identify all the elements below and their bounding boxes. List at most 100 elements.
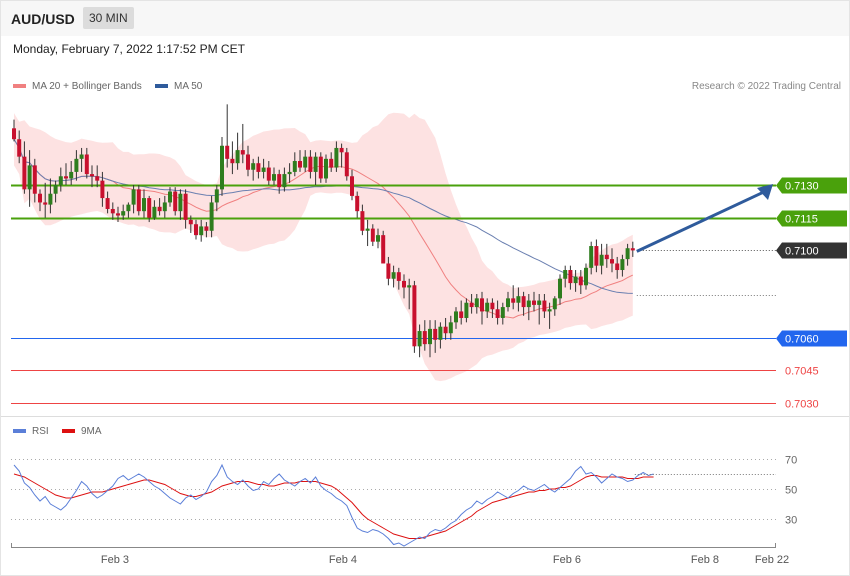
candle-body [136,189,141,212]
candle-body [422,331,427,345]
candle-body [48,193,53,205]
candle-body [204,226,209,231]
rsi-swatch [13,429,26,434]
level-label-0.7030: 0.7030 [785,399,819,411]
candle-body [126,204,131,212]
candle-body [454,311,458,323]
candle-body [178,193,183,212]
candle-body [292,161,297,172]
candle-body [500,307,505,318]
candle-body [58,176,63,185]
candle-body [188,219,193,225]
candle-body [350,176,354,196]
candle-body [266,167,271,181]
candle-body [38,193,42,203]
candle-body [168,191,172,203]
level-label-0.7130: 0.7130 [785,181,819,193]
candle-body [251,163,256,170]
candle-body [313,156,318,172]
x-tick-label: Feb 22 [755,554,789,566]
candle-body [303,156,308,168]
candle-body [199,226,204,236]
candle-body [412,285,417,347]
candle-body [448,322,453,334]
symbol-label: AUD/USD [11,11,75,27]
candle-body [438,326,443,340]
candle-body [516,296,521,303]
candle-body [142,198,146,212]
candle-body [240,150,245,155]
candle-body [391,272,396,279]
candle-body [12,128,16,140]
rsi-tick-30: 30 [785,515,797,527]
legend-ma20-label: MA 20 + Bollinger Bands [32,81,142,92]
timeframe-button[interactable]: 30 MIN [83,7,134,29]
candle-body [74,158,79,172]
candle-body [604,254,609,260]
level-tag-0.7115 [776,210,847,227]
candle-body [147,198,152,218]
candle-body [298,161,302,168]
candle-body [209,202,214,231]
ma50-swatch [155,84,168,89]
candle-body [370,228,375,242]
candle-body [43,202,48,205]
candle-body [402,280,406,288]
rsi-tick-50: 50 [785,485,797,497]
candle-body [610,259,614,264]
candle-body [69,171,74,179]
candle-body [443,326,448,334]
level-tag-0.7100 [776,242,847,259]
candle-body [173,191,178,212]
candle-body [324,158,328,179]
candle-body [22,156,27,190]
candle-body [386,263,391,279]
candle-body [568,270,573,284]
candle-body [110,208,115,214]
candle-body [407,285,412,288]
candle-body [272,174,276,181]
candle-body [584,267,588,286]
x-tick-label: Feb 3 [101,554,129,566]
candle-body [620,259,625,271]
candle-body [183,193,188,220]
candle-body [526,300,531,308]
candle-body [116,213,120,216]
x-tick-label: Feb 6 [553,554,581,566]
candle-body [225,145,230,159]
candle-body [157,206,162,212]
candle-body [433,328,438,340]
candle-body [339,147,344,153]
candle-body [121,211,126,216]
candle-body [282,174,287,188]
candle-body [485,302,490,312]
rsi-line [13,463,654,547]
rsi-9ma-line [13,473,654,539]
ma20-swatch [13,84,26,89]
candle-body [417,331,422,347]
candle-body [90,174,94,177]
candle-body [355,195,360,212]
copyright: Research © 2022 Trading Central [691,81,841,92]
candle-body [287,171,292,175]
candle-body [630,248,635,251]
candle-body [490,302,495,310]
level-label-0.7060: 0.7060 [785,334,819,346]
legend-ma20: MA 20 + Bollinger Bands [13,81,142,92]
header-bar [1,1,849,36]
candle-body [214,189,219,203]
candles [12,104,635,358]
candle-body [230,158,235,164]
candle-body [329,158,334,168]
candle-body [95,176,100,181]
candle-body [474,298,479,308]
candle-body [599,254,604,266]
ma9-swatch [62,429,75,434]
candle-body [84,154,89,175]
candle-body [573,276,578,284]
candle-body [511,298,516,303]
legend-9ma-label: 9MA [81,426,102,437]
x-tick-label: Feb 4 [329,554,357,566]
candle-body [344,152,349,177]
candle-body [542,300,547,312]
